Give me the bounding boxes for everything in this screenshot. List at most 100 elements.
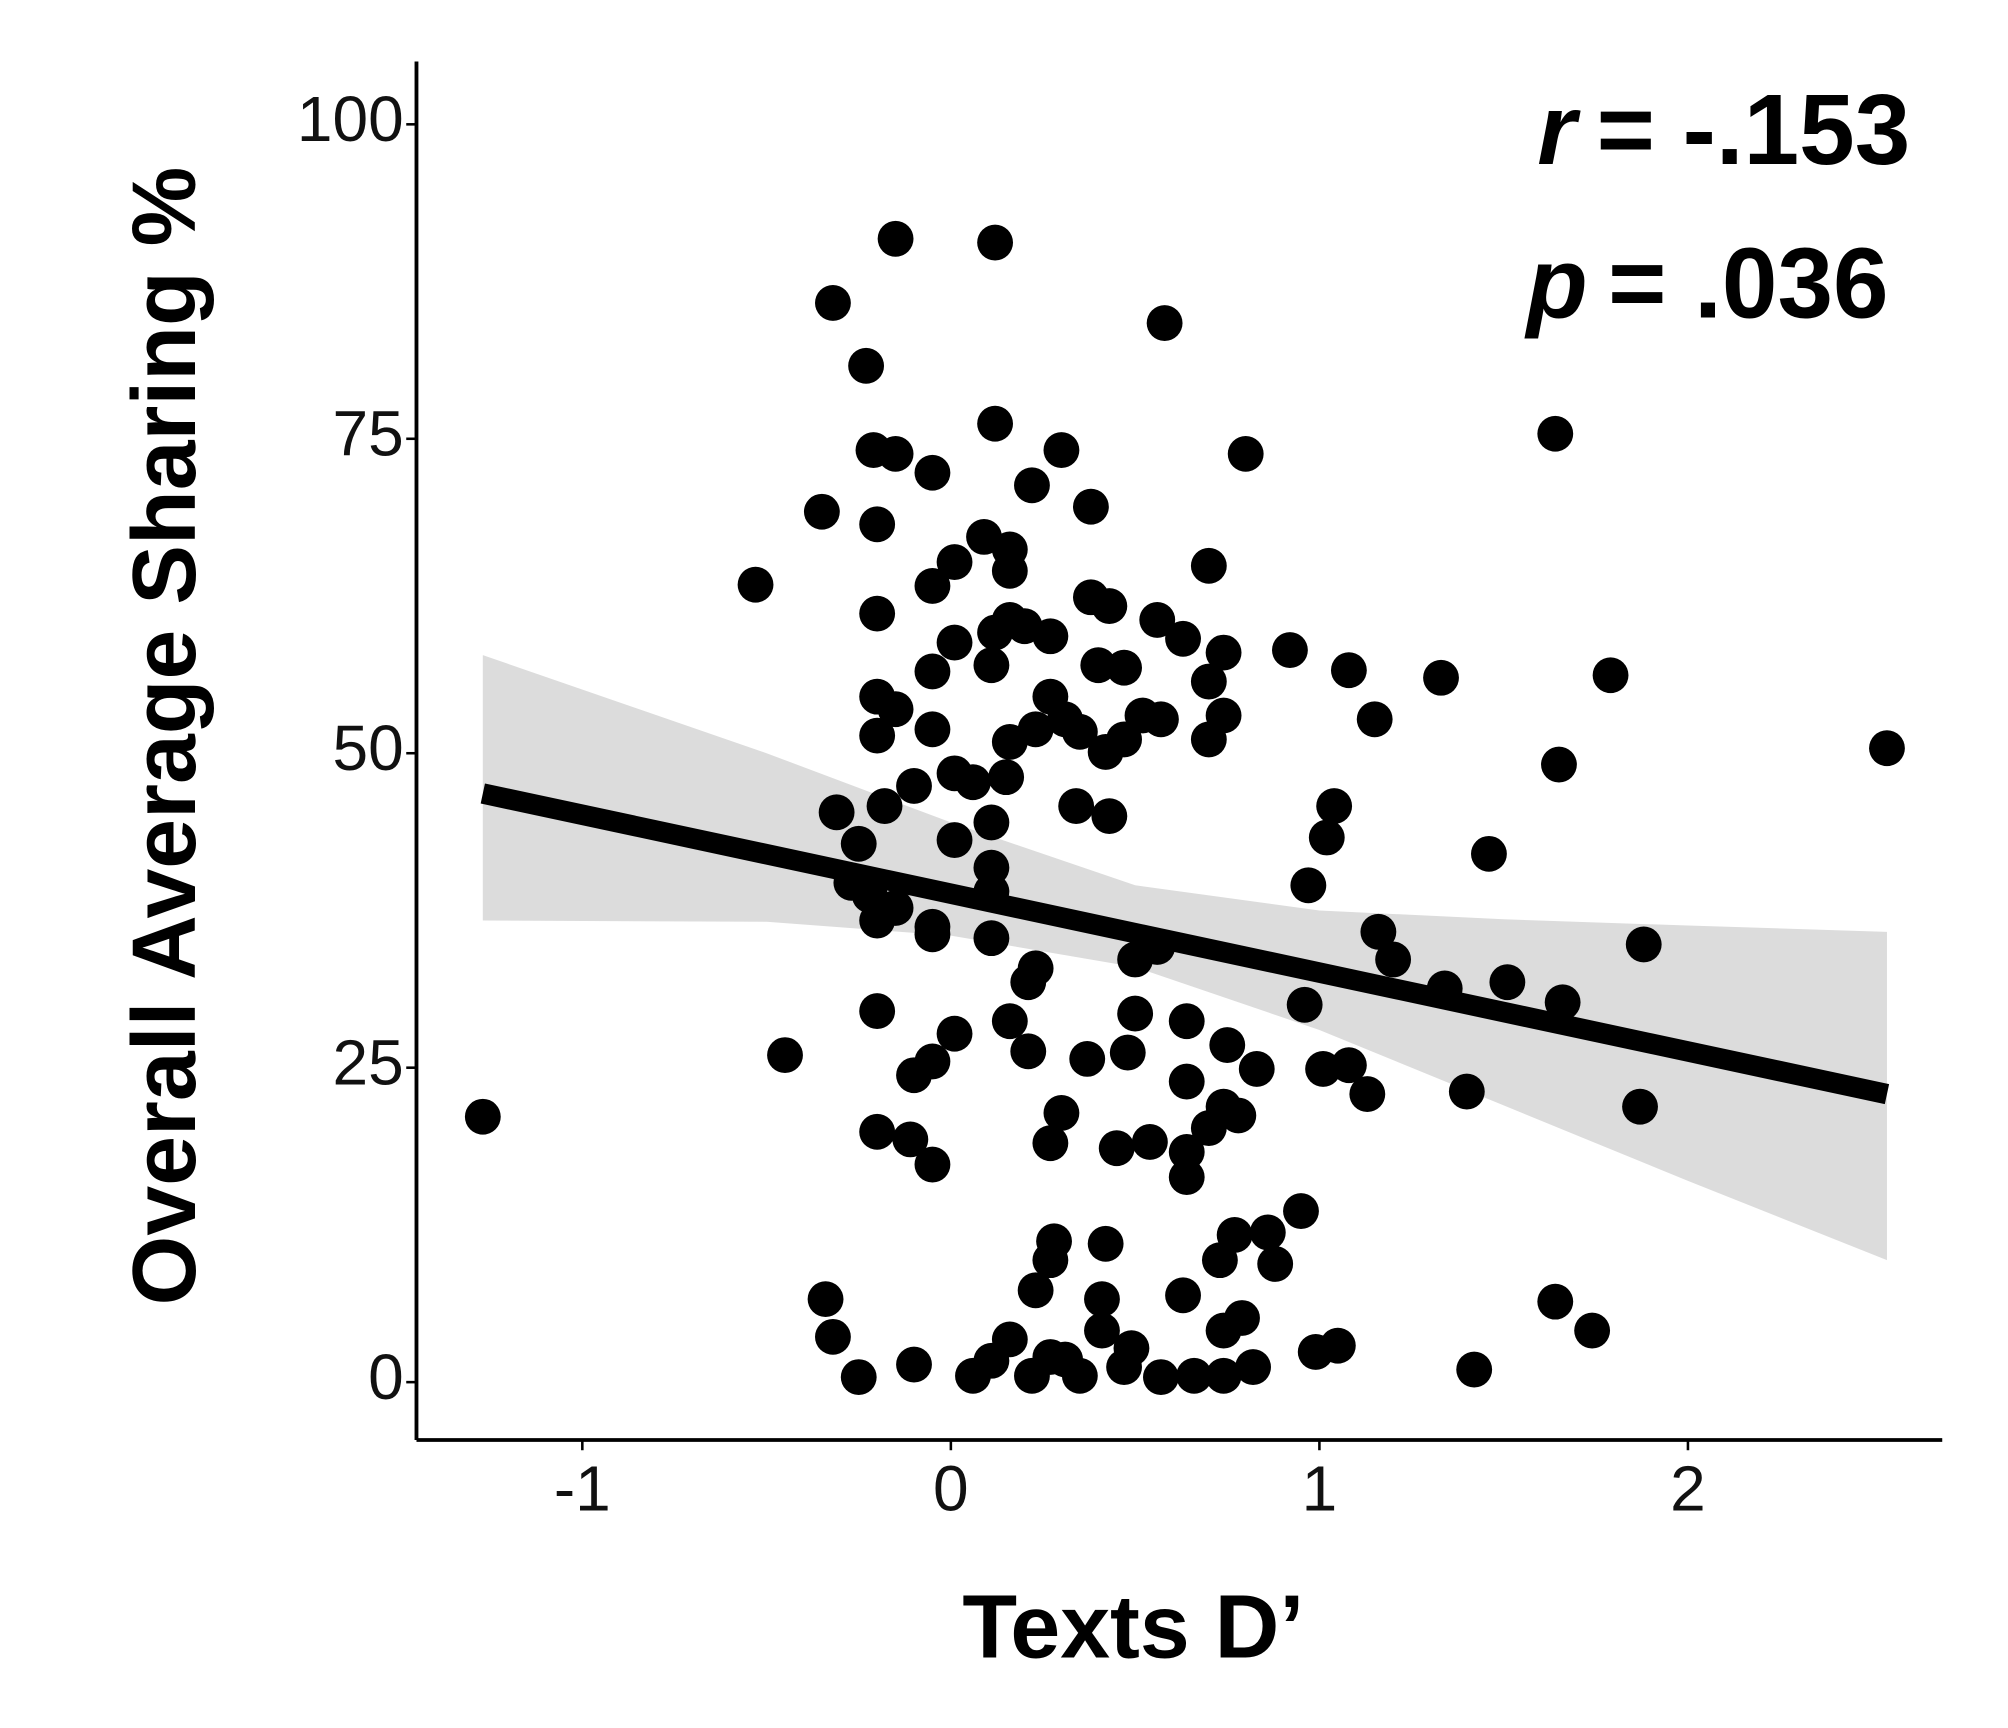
data-point [1541, 746, 1577, 783]
data-point [859, 1113, 896, 1150]
data-point [1014, 467, 1050, 504]
data-point [991, 1321, 1028, 1358]
data-point [1220, 1097, 1257, 1134]
data-point [1143, 1359, 1179, 1396]
data-point [977, 405, 1014, 442]
y-tick-label: 25 [332, 1027, 403, 1099]
data-point [914, 916, 951, 953]
data-point [1109, 1034, 1146, 1071]
data-point [1061, 1357, 1098, 1394]
data-point [973, 804, 1010, 841]
stat-symbol: r [1537, 75, 1581, 186]
data-point [1360, 913, 1397, 950]
data-point [914, 454, 951, 491]
data-point [1489, 964, 1526, 1001]
data-point [896, 1346, 932, 1383]
data-point [896, 768, 932, 804]
data-point [977, 614, 1014, 651]
data-point [1224, 1300, 1260, 1336]
data-point [1010, 964, 1047, 1001]
stat-symbol: p [1524, 228, 1588, 339]
data-point [1227, 435, 1264, 472]
data-point [1235, 1349, 1271, 1385]
data-point [877, 435, 914, 472]
data-point [1168, 1063, 1205, 1100]
data-point [1544, 984, 1581, 1021]
data-point [1190, 1110, 1227, 1146]
data-point [914, 711, 951, 748]
data-point [1286, 986, 1323, 1023]
data-point [1869, 730, 1905, 767]
data-point [1249, 1214, 1286, 1251]
data-point [936, 624, 973, 661]
data-point [1209, 1027, 1246, 1063]
data-point [877, 691, 914, 728]
y-axis-title: Overall Average Sharing % [114, 167, 214, 1306]
data-point [840, 825, 877, 862]
data-point [1330, 652, 1367, 689]
data-point [1205, 634, 1242, 671]
data-point [803, 493, 840, 530]
data-point [991, 552, 1028, 589]
data-point [859, 506, 896, 543]
data-point [1176, 1357, 1213, 1394]
data-point [848, 347, 885, 384]
data-point [1316, 788, 1353, 824]
x-tick-label: 1 [1302, 1453, 1338, 1525]
data-point [1091, 588, 1128, 624]
data-point [859, 902, 896, 939]
data-point [1069, 1040, 1106, 1077]
data-point [767, 1037, 803, 1074]
data-point [859, 717, 896, 754]
data-point [1238, 1051, 1275, 1087]
regression-line [480, 783, 1890, 1105]
x-tick-label: 0 [933, 1453, 969, 1525]
data-point [807, 1281, 844, 1318]
data-point [877, 220, 914, 257]
data-point [1131, 1123, 1168, 1160]
data-point [955, 764, 991, 801]
data-point [1216, 1217, 1253, 1253]
data-point [1537, 415, 1574, 452]
data-point [1087, 1225, 1124, 1262]
data-point [1356, 701, 1393, 738]
y-tick-label: 75 [332, 398, 403, 470]
data-point [1146, 305, 1183, 341]
data-point [914, 1146, 951, 1183]
data-point [1349, 1076, 1386, 1113]
data-point [1574, 1312, 1611, 1349]
x-axis-title: Texts D’ [962, 1577, 1304, 1677]
data-point [818, 794, 855, 831]
y-tick-label: 50 [332, 712, 403, 784]
line-layer [480, 783, 1890, 1105]
data-point [1087, 734, 1124, 770]
data-point [1043, 1095, 1080, 1131]
data-point [1165, 620, 1201, 657]
data-point [815, 1318, 851, 1355]
data-point [1257, 1245, 1294, 1282]
data-point [1165, 1277, 1201, 1314]
data-point [1190, 721, 1227, 758]
data-point [1080, 647, 1117, 684]
data-point [1190, 547, 1227, 584]
data-point [991, 1003, 1028, 1040]
data-point [1330, 1047, 1367, 1084]
data-point [464, 1098, 501, 1135]
data-point [840, 1359, 877, 1396]
data-point [1625, 926, 1662, 963]
data-point [1032, 618, 1069, 655]
data-point [1058, 788, 1095, 824]
data-point [866, 788, 903, 824]
data-point [973, 647, 1010, 684]
data-point [1375, 941, 1412, 978]
data-point [1010, 1033, 1047, 1070]
data-point [1061, 713, 1098, 750]
data-point [1283, 1193, 1319, 1229]
data-point [1423, 659, 1459, 696]
data-point [936, 544, 973, 580]
data-point [1098, 1130, 1135, 1167]
data-point [1537, 1283, 1574, 1320]
stat-p: p = .036 [1524, 228, 1889, 339]
